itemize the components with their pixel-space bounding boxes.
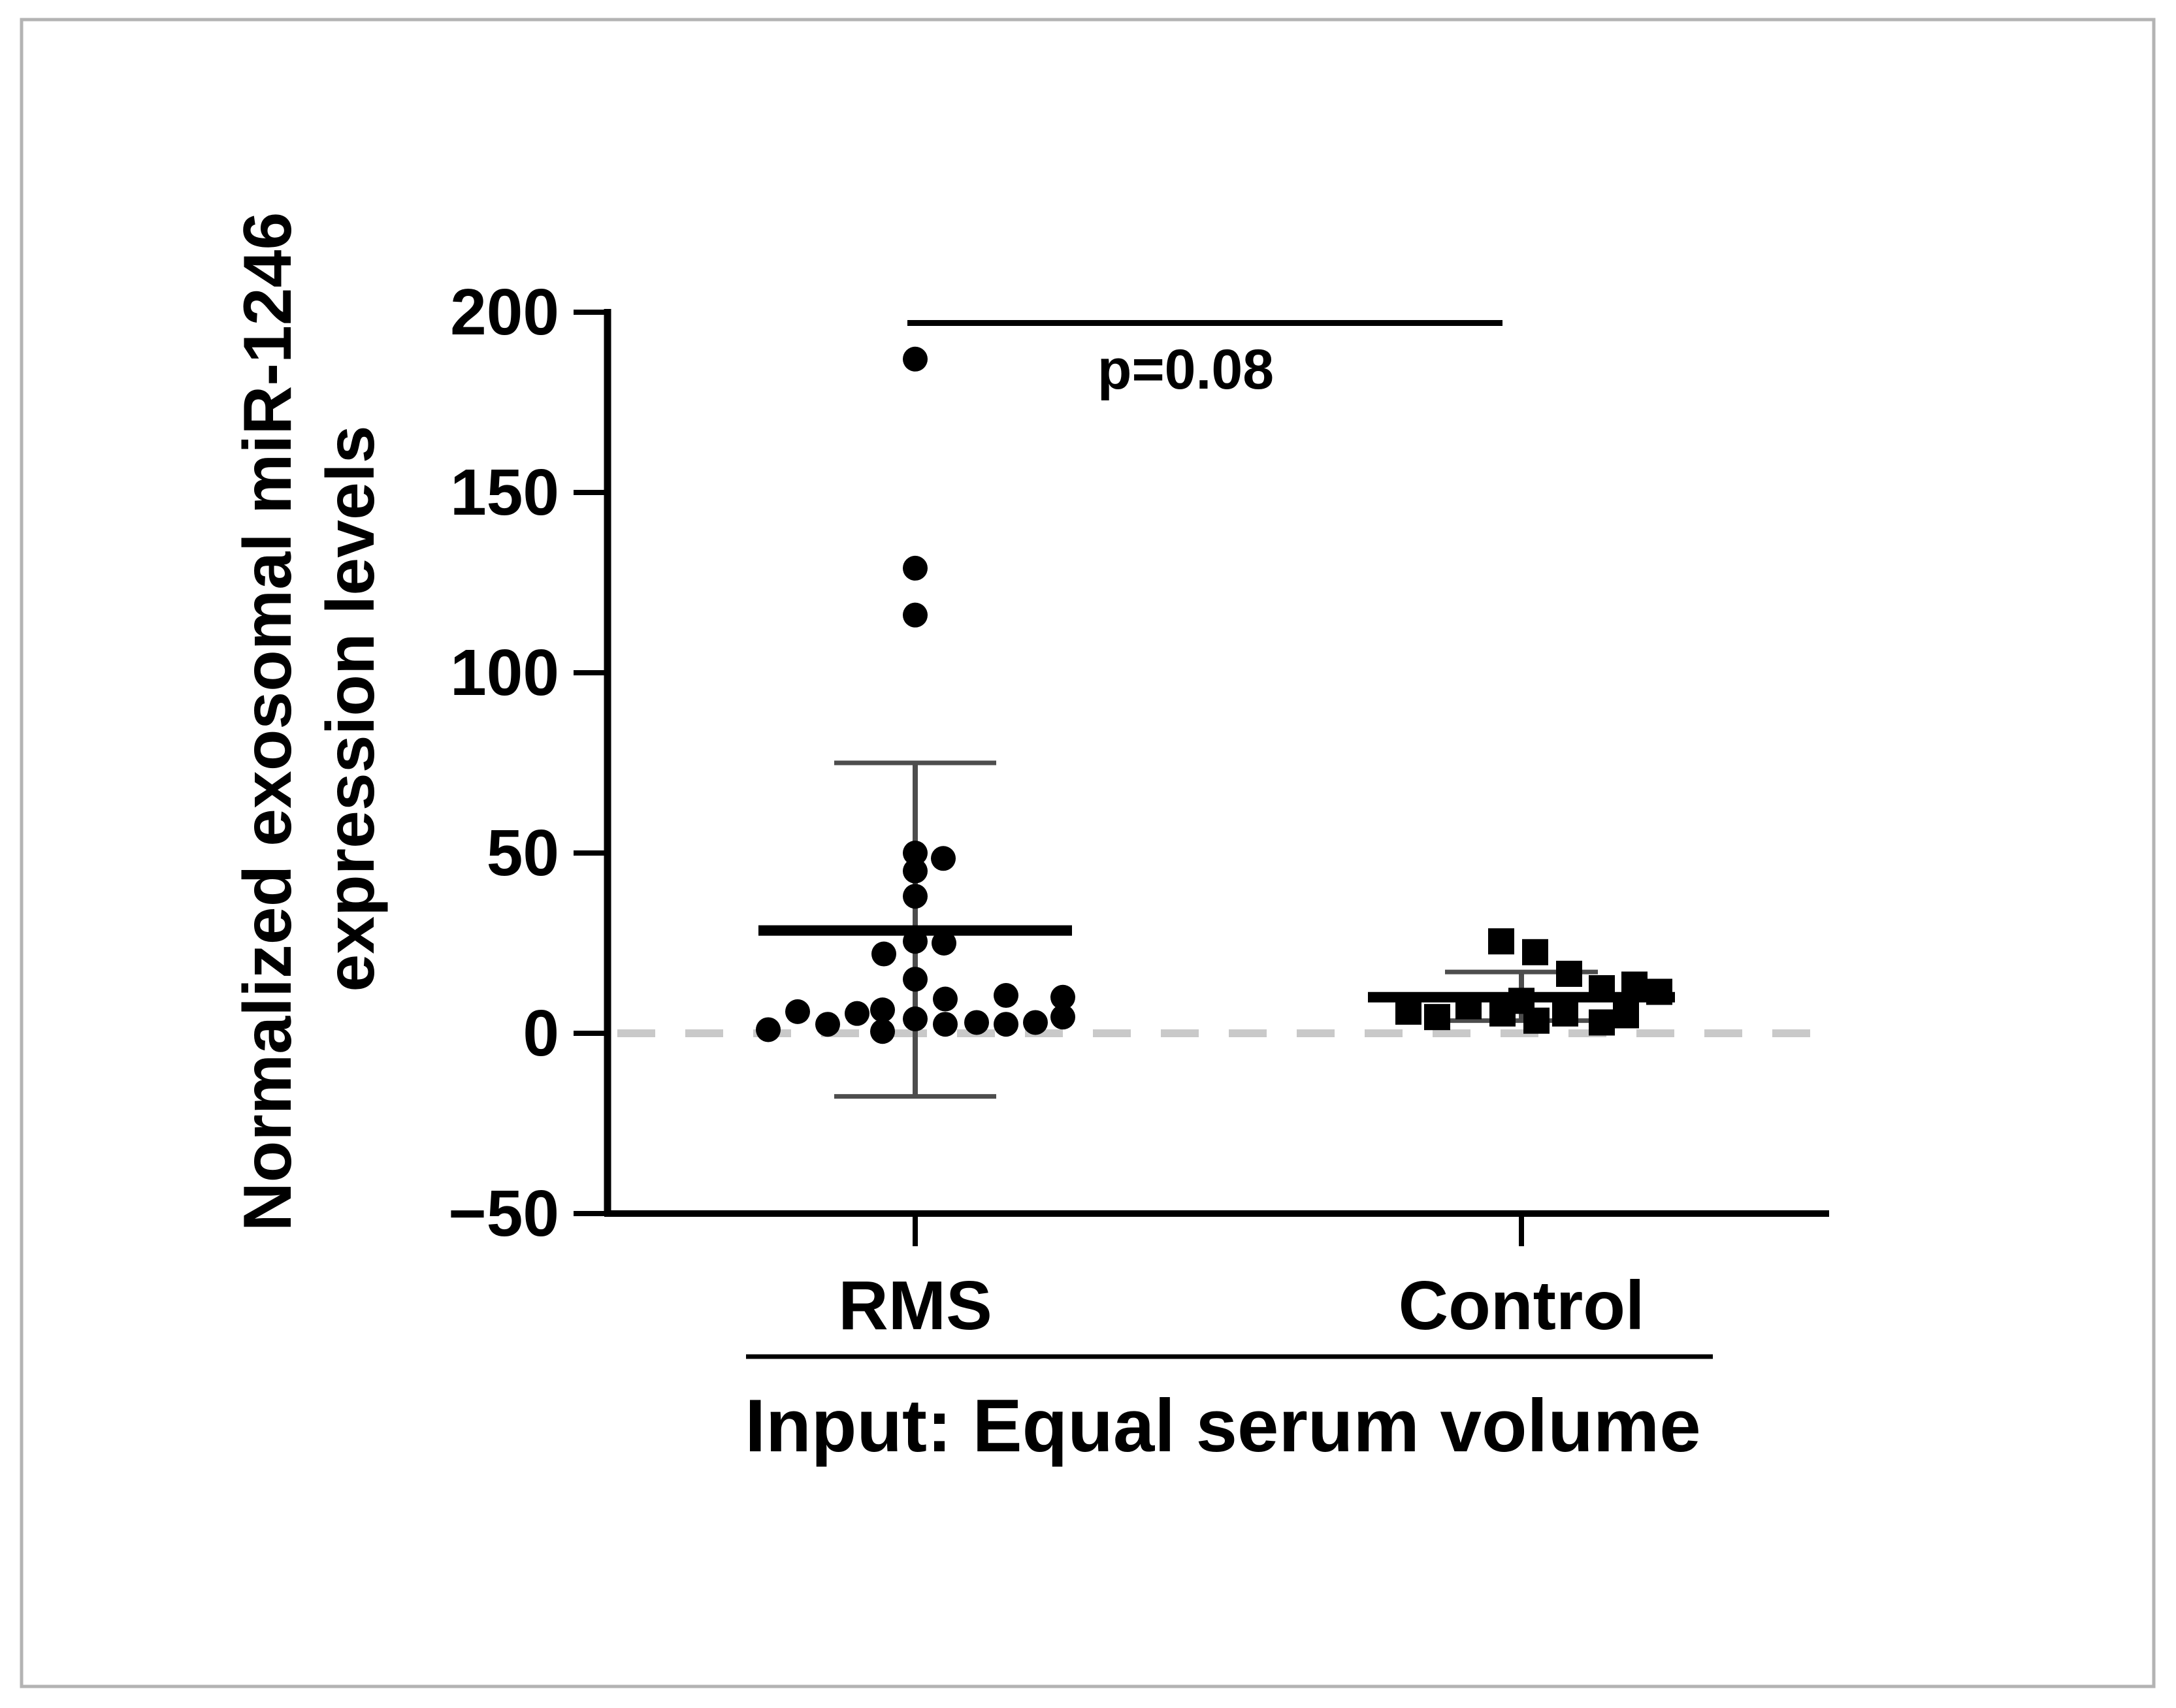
rms-point [903,555,928,581]
control-point [1455,993,1482,1020]
x-axis-caption: Input: Equal serum volume [745,1385,1700,1468]
control-point [1523,1007,1550,1034]
plot-area [617,320,1823,1099]
rms-point [903,967,928,992]
control-point [1589,1009,1615,1036]
rms-point [903,1006,928,1031]
control-point [1556,960,1582,987]
rms-point [903,858,928,884]
rms-point [931,846,956,871]
y-tick-200: 200 [450,276,559,349]
control-point [1621,971,1648,998]
rms-point [903,602,928,628]
rms-point [994,1012,1018,1037]
rms-point [870,1019,895,1044]
rms-point [933,1012,958,1037]
y-axis-ticks [574,310,608,1216]
rms-point [756,1017,781,1042]
control-point [1489,1000,1516,1027]
y-axis-label-line2: expression levels [313,425,389,991]
rms-point [870,997,895,1023]
rms-point [1050,984,1075,1010]
control-point [1522,939,1548,965]
rms-point [903,346,928,372]
rms-point [845,1001,869,1026]
control-point [1395,998,1421,1025]
rms-point [932,931,956,956]
control-point [1488,928,1514,955]
rms-point [964,1010,989,1035]
p-value-label: p=0.08 [1097,338,1274,401]
y-axis-label-line1: Normalized exosomal miR-1246 [230,212,306,1232]
rms-point [994,983,1018,1008]
rms-point [903,841,928,865]
control-point [1613,1002,1639,1029]
rms-point [785,999,810,1024]
control-point [1424,1004,1450,1031]
y-tick-50: 50 [487,816,559,890]
y-tick-100: 100 [450,636,559,709]
control-point [1552,1000,1578,1027]
figure-border [20,18,2156,1688]
rms-point [933,986,958,1012]
y-tick-150: 150 [450,456,559,529]
y-tick-neg50: −50 [448,1177,559,1250]
rms-point [871,941,896,967]
group-label-control: Control [1399,1267,1645,1344]
y-tick-0: 0 [523,997,559,1070]
control-point [1589,975,1615,1001]
rms-point [1050,1005,1075,1030]
group-label-rms: RMS [838,1267,992,1344]
rms-point [903,929,928,954]
rms-point [815,1012,840,1037]
rms-point [1023,1010,1048,1035]
rms-point [903,884,928,909]
control-point [1646,978,1672,1005]
